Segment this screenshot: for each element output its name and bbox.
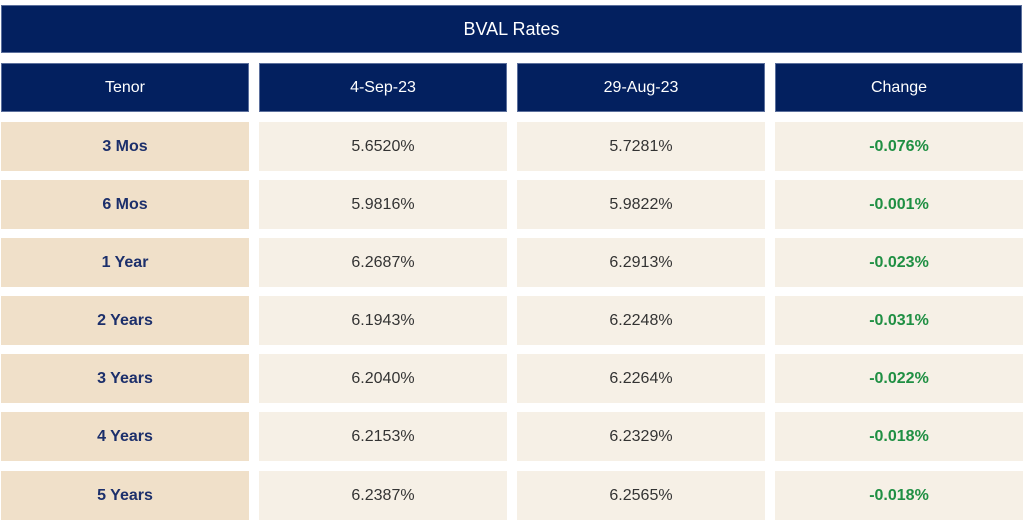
previous-rate-cell: 6.2264%: [517, 354, 765, 403]
tenor-cell: 1 Year: [1, 238, 249, 287]
change-cell: -0.018%: [775, 412, 1023, 461]
tenor-cell: 2 Years: [1, 296, 249, 345]
tenor-cell: 5 Years: [1, 471, 249, 520]
table-row: 6 Mos 5.9816% 5.9822% -0.001%: [1, 180, 1023, 229]
change-cell: -0.023%: [775, 238, 1023, 287]
table-title: BVAL Rates: [1, 5, 1022, 53]
table-row: 5 Years 6.2387% 6.2565% -0.018%: [1, 471, 1023, 520]
table-row: 3 Years 6.2040% 6.2264% -0.022%: [1, 354, 1023, 403]
tenor-cell: 3 Years: [1, 354, 249, 403]
tenor-cell: 3 Mos: [1, 122, 249, 171]
previous-rate-cell: 6.2565%: [517, 471, 765, 520]
column-header-tenor: Tenor: [1, 63, 249, 112]
previous-rate-cell: 5.9822%: [517, 180, 765, 229]
column-header-change: Change: [775, 63, 1023, 112]
change-cell: -0.018%: [775, 471, 1023, 520]
table-header-row: Tenor 4-Sep-23 29-Aug-23 Change: [1, 63, 1023, 112]
change-cell: -0.031%: [775, 296, 1023, 345]
previous-rate-cell: 6.2248%: [517, 296, 765, 345]
previous-rate-cell: 6.2329%: [517, 412, 765, 461]
column-header-previous-date: 29-Aug-23: [517, 63, 765, 112]
change-cell: -0.076%: [775, 122, 1023, 171]
tenor-cell: 6 Mos: [1, 180, 249, 229]
table-row: 4 Years 6.2153% 6.2329% -0.018%: [1, 412, 1023, 461]
current-rate-cell: 6.2687%: [259, 238, 507, 287]
current-rate-cell: 6.2153%: [259, 412, 507, 461]
table-row: 3 Mos 5.6520% 5.7281% -0.076%: [1, 122, 1023, 171]
current-rate-cell: 6.2040%: [259, 354, 507, 403]
change-cell: -0.022%: [775, 354, 1023, 403]
current-rate-cell: 5.9816%: [259, 180, 507, 229]
current-rate-cell: 5.6520%: [259, 122, 507, 171]
previous-rate-cell: 6.2913%: [517, 238, 765, 287]
column-header-current-date: 4-Sep-23: [259, 63, 507, 112]
previous-rate-cell: 5.7281%: [517, 122, 765, 171]
table-row: 1 Year 6.2687% 6.2913% -0.023%: [1, 238, 1023, 287]
tenor-cell: 4 Years: [1, 412, 249, 461]
table-row: 2 Years 6.1943% 6.2248% -0.031%: [1, 296, 1023, 345]
change-cell: -0.001%: [775, 180, 1023, 229]
current-rate-cell: 6.2387%: [259, 471, 507, 520]
current-rate-cell: 6.1943%: [259, 296, 507, 345]
